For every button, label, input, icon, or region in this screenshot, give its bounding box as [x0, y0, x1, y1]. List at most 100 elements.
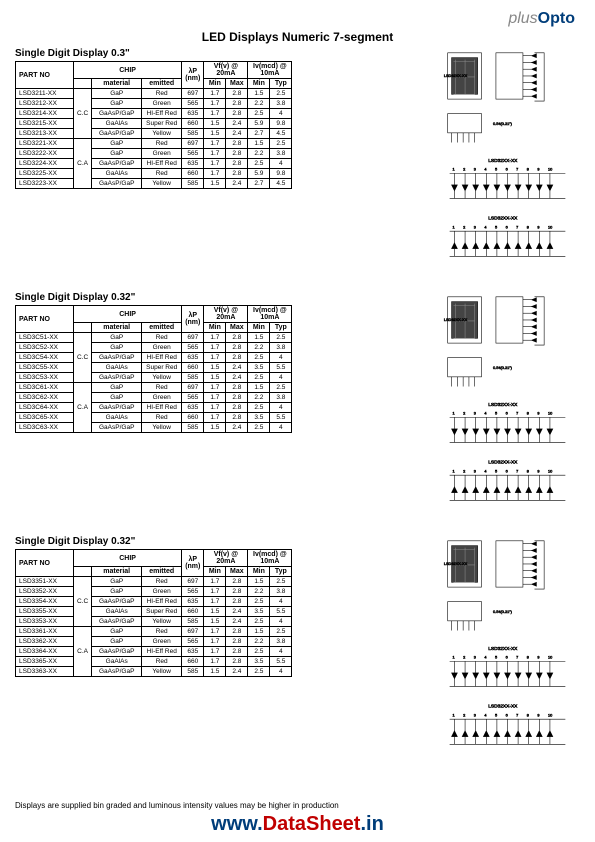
table-row: LSD3363-XX GaAsP/GaP Yellow 585 1.5 2.4 … — [16, 667, 292, 677]
cell-emitted: Yellow — [142, 667, 182, 677]
th-chip: CHIP — [74, 550, 182, 567]
cell-cc: C.C — [74, 89, 92, 139]
th-min: Min — [204, 79, 226, 89]
cell-ityp: 4 — [270, 403, 292, 413]
cell-nm: 635 — [182, 159, 204, 169]
cell-material: GaAsP/GaP — [92, 617, 142, 627]
svg-text:5: 5 — [495, 655, 497, 659]
table-row: LSD3C61-XX C.A GaP Red 697 1.7 2.8 1.5 2… — [16, 383, 292, 393]
cell-vmin: 1.5 — [204, 607, 226, 617]
cell-nm: 585 — [182, 667, 204, 677]
table-row: LSD3C52-XX GaP Green 565 1.7 2.8 2.2 3.8 — [16, 343, 292, 353]
cell-imin: 1.5 — [248, 577, 270, 587]
section-title: Single Digit Display 0.3" — [15, 48, 292, 59]
cell-emitted: Red — [142, 413, 182, 423]
cell-material: GaP — [92, 99, 142, 109]
th-material: material — [92, 79, 142, 89]
th-partno: PART NO — [16, 306, 74, 333]
cell-partno: LSD3362-XX — [16, 637, 74, 647]
cell-vmin: 1.7 — [204, 333, 226, 343]
cell-imin: 5.9 — [248, 169, 270, 179]
cell-nm: 697 — [182, 627, 204, 637]
cell-ityp: 4.5 — [270, 129, 292, 139]
cell-vmin: 1.7 — [204, 109, 226, 119]
table-row: LSD3223-XX GaAsP/GaP Yellow 585 1.5 2.4 … — [16, 179, 292, 189]
svg-text:6: 6 — [506, 167, 508, 171]
page-title: LED Displays Numeric 7-segment — [0, 30, 595, 44]
section-title: Single Digit Display 0.32" — [15, 292, 292, 303]
svg-text:5: 5 — [495, 713, 497, 717]
cell-vmax: 2.4 — [226, 363, 248, 373]
cell-material: GaAsP/GaP — [92, 403, 142, 413]
th-min2: Min — [248, 567, 270, 577]
cell-partno: LSD3222-XX — [16, 149, 74, 159]
cell-emitted: Yellow — [142, 423, 182, 433]
table-row: LSD3351-XX C.C GaP Red 697 1.7 2.8 1.5 2… — [16, 577, 292, 587]
section: Single Digit Display 0.32" PART NO CHIP … — [15, 536, 292, 677]
cell-cc: C.C — [74, 333, 92, 383]
cell-vmax: 2.8 — [226, 393, 248, 403]
cell-nm: 635 — [182, 109, 204, 119]
cell-emitted: Red — [142, 139, 182, 149]
cell-vmin: 1.7 — [204, 647, 226, 657]
cell-partno: LSD3214-XX — [16, 109, 74, 119]
cell-material: GaAsP/GaP — [92, 109, 142, 119]
watermark-ds: DataSheet — [263, 813, 361, 835]
cell-vmax: 2.8 — [226, 333, 248, 343]
table-row: LSD3C54-XX GaAsP/GaP HI-Eff Red 635 1.7 … — [16, 353, 292, 363]
table-row: LSD3355-XX GaAlAs Super Red 660 1.5 2.4 … — [16, 607, 292, 617]
cell-nm: 565 — [182, 393, 204, 403]
cell-nm: 697 — [182, 333, 204, 343]
cell-imin: 2.5 — [248, 597, 270, 607]
cell-imin: 2.5 — [248, 617, 270, 627]
svg-text:0.54(0.21"): 0.54(0.21") — [493, 122, 513, 126]
cell-material: GaP — [92, 139, 142, 149]
svg-text:7: 7 — [516, 167, 518, 171]
th-typ: Typ — [270, 323, 292, 333]
cell-cc: C.C — [74, 577, 92, 627]
cell-vmax: 2.4 — [226, 179, 248, 189]
cell-imin: 2.5 — [248, 667, 270, 677]
cell-vmax: 2.8 — [226, 383, 248, 393]
svg-text:9: 9 — [537, 411, 539, 415]
cell-ityp: 9.8 — [270, 119, 292, 129]
cell-material: GaP — [92, 587, 142, 597]
cell-ityp: 2.5 — [270, 89, 292, 99]
cell-imin: 1.5 — [248, 333, 270, 343]
cell-vmin: 1.5 — [204, 129, 226, 139]
package-diagram: LSD32XX-XX 0.54(0.21") LSD32XX-XX 123456… — [440, 536, 575, 760]
cell-material: GaP — [92, 627, 142, 637]
cell-vmax: 2.4 — [226, 667, 248, 677]
cell-material: GaAlAs — [92, 363, 142, 373]
cell-emitted: HI-Eff Red — [142, 597, 182, 607]
cell-emitted: Yellow — [142, 129, 182, 139]
cell-ityp: 3.8 — [270, 393, 292, 403]
svg-text:9: 9 — [537, 167, 539, 171]
svg-text:0.54(0.21"): 0.54(0.21") — [493, 610, 513, 614]
cell-partno: LSD3225-XX — [16, 169, 74, 179]
table-row: LSD3362-XX GaP Green 565 1.7 2.8 2.2 3.8 — [16, 637, 292, 647]
cell-vmin: 1.7 — [204, 159, 226, 169]
cell-imin: 2.5 — [248, 373, 270, 383]
cell-imin: 2.5 — [248, 109, 270, 119]
th-emitted: emitted — [142, 323, 182, 333]
cell-imin: 2.2 — [248, 99, 270, 109]
svg-text:3: 3 — [474, 655, 476, 659]
cell-partno: LSD3C61-XX — [16, 383, 74, 393]
svg-text:1: 1 — [453, 713, 455, 717]
svg-text:10: 10 — [548, 411, 552, 415]
table-row: LSD3C51-XX C.C GaP Red 697 1.7 2.8 1.5 2… — [16, 333, 292, 343]
th-partno: PART NO — [16, 550, 74, 577]
cell-vmax: 2.8 — [226, 139, 248, 149]
cell-partno: LSD3213-XX — [16, 129, 74, 139]
watermark-in: .in — [360, 813, 383, 835]
svg-text:4: 4 — [484, 713, 487, 717]
package-diagram: LSD32XX-XX 0.54(0.21") LSD32XX-XX 123456… — [440, 48, 575, 272]
svg-text:3: 3 — [474, 167, 476, 171]
cell-partno: LSD3354-XX — [16, 597, 74, 607]
th-max: Max — [226, 323, 248, 333]
cell-ityp: 3.8 — [270, 637, 292, 647]
cell-vmin: 1.7 — [204, 597, 226, 607]
th-material: material — [92, 323, 142, 333]
cell-ityp: 5.5 — [270, 607, 292, 617]
